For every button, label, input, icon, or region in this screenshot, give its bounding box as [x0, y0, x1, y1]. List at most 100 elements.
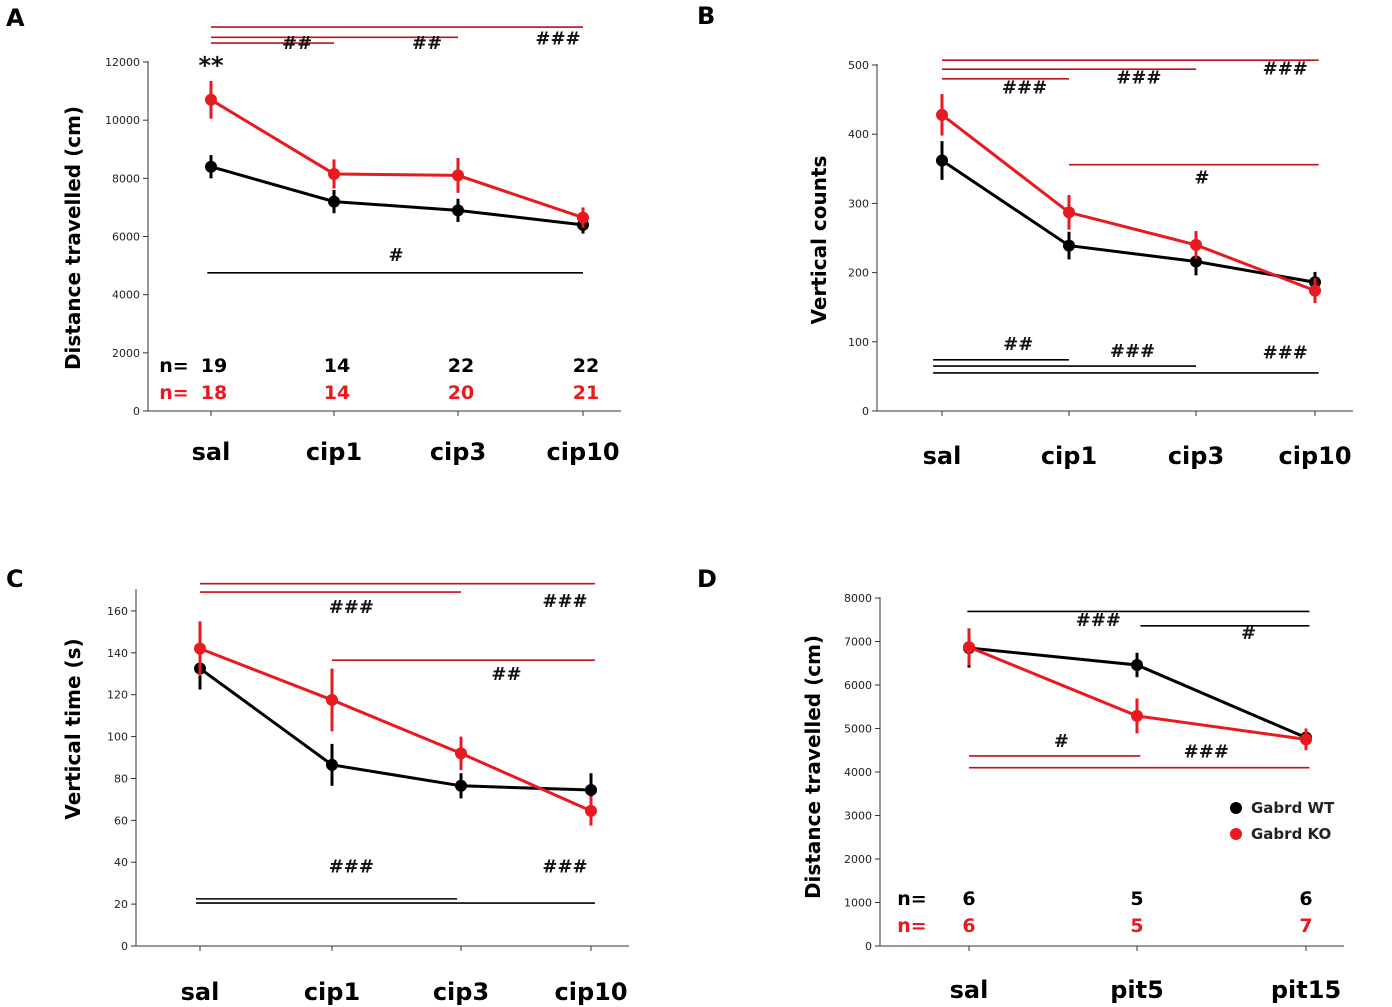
data-point — [326, 693, 338, 706]
data-point — [577, 211, 589, 224]
data-point — [1190, 255, 1202, 268]
data-point — [936, 154, 948, 167]
series-ko — [936, 94, 1321, 304]
significance-label: ## — [282, 33, 312, 54]
series-line — [199, 667, 592, 792]
significance-label: ### — [1184, 742, 1229, 763]
annotation-label: ** — [198, 52, 224, 80]
y-tick-label: 4000 — [112, 289, 140, 302]
significance-label: ### — [1263, 59, 1308, 80]
y-tick: 4000 — [844, 766, 880, 779]
data-point — [936, 108, 948, 121]
n-label-ko: n= — [897, 915, 926, 937]
data-point — [1063, 239, 1075, 252]
y-axis-label: Vertical counts — [807, 156, 831, 325]
x-category-label: sal — [950, 976, 989, 1004]
data-point — [585, 783, 597, 796]
x-category-label: cip1 — [306, 438, 362, 466]
data-point — [1131, 658, 1143, 671]
y-tick-label: 80 — [114, 772, 128, 785]
data-point — [1309, 284, 1321, 297]
y-tick-label: 60 — [114, 814, 128, 827]
x-category-label: cip10 — [1278, 442, 1351, 470]
y-tick-label: 40 — [114, 856, 128, 869]
y-tick: 1000 — [844, 897, 880, 910]
y-tick-label: 0 — [121, 940, 128, 953]
significance-label: ## — [491, 664, 521, 685]
series-line — [210, 98, 584, 220]
y-tick: 0 — [865, 940, 880, 953]
n-value-ko: 18 — [201, 382, 227, 404]
data-point — [326, 758, 338, 771]
y-tick-label: 0 — [865, 940, 872, 953]
n-value-wt: 22 — [573, 355, 599, 377]
sample-sizes: n= n= 19 18 14 14 22 20 22 21 — [159, 355, 599, 404]
series-wt — [205, 155, 589, 234]
y-tick: 160 — [107, 605, 136, 618]
y-tick: 80 — [114, 772, 136, 785]
x-category-label: pit15 — [1271, 976, 1341, 1004]
y-tick: 120 — [107, 689, 136, 702]
y-tick-label: 6000 — [112, 231, 140, 244]
y-tick: 6000 — [844, 679, 880, 692]
y-tick: 20 — [114, 898, 136, 911]
significance-label: # — [1241, 623, 1256, 644]
x-category-label: pit5 — [1110, 976, 1164, 1004]
y-tick: 4000 — [112, 289, 148, 302]
n-value-wt: 22 — [448, 355, 474, 377]
y-tick: 6000 — [112, 231, 148, 244]
y-tick-label: 100 — [107, 731, 128, 744]
x-category-label: sal — [192, 438, 231, 466]
y-tick: 60 — [114, 814, 136, 827]
significance-label: ### — [535, 29, 580, 50]
data-point — [455, 779, 467, 792]
significance-label: ### — [542, 857, 587, 878]
series-ko — [194, 621, 597, 826]
y-tick: 300 — [848, 197, 877, 210]
y-tick-label: 100 — [848, 336, 869, 349]
n-label-wt: n= — [159, 355, 188, 377]
significance-label: # — [1194, 167, 1209, 188]
panel-c: C 0 20 40 60 80 100 120 140 160 sal cip1 cip3 cip10 Ve… — [6, 565, 629, 1006]
n-value-wt: 14 — [324, 355, 350, 377]
significance-label: # — [388, 245, 403, 266]
x-category-label: cip1 — [304, 978, 360, 1006]
axes: 0 20 40 60 80 100 120 140 160 sal cip1 cip3 cip10 — [107, 589, 629, 1006]
y-tick-label: 0 — [133, 405, 140, 418]
y-tick-label: 8000 — [844, 592, 872, 605]
y-tick-label: 160 — [107, 605, 128, 618]
y-tick: 0 — [862, 405, 877, 418]
legend-marker — [1230, 828, 1242, 840]
y-tick: 40 — [114, 856, 136, 869]
data-point — [1131, 709, 1143, 722]
x-category-label: sal — [181, 978, 220, 1006]
x-category-label: cip3 — [433, 978, 489, 1006]
y-tick-label: 20 — [114, 898, 128, 911]
y-tick-label: 200 — [848, 267, 869, 280]
y-tick-label: 5000 — [844, 723, 872, 736]
y-tick: 400 — [848, 128, 877, 141]
data-point — [585, 804, 597, 817]
series-wt — [936, 141, 1321, 293]
y-tick-label: 120 — [107, 689, 128, 702]
x-category-label: cip10 — [546, 438, 619, 466]
n-value-ko: 5 — [1130, 915, 1143, 937]
n-value-wt: 6 — [1299, 888, 1312, 910]
data-point — [1190, 238, 1202, 251]
y-tick-label: 4000 — [844, 766, 872, 779]
x-category-label: cip1 — [1041, 442, 1097, 470]
data-point — [205, 93, 217, 106]
series-line — [941, 159, 1316, 284]
panel-label: C — [6, 565, 24, 593]
x-category-label: sal — [923, 442, 962, 470]
panel-d: D 0 1000 2000 3000 4000 5000 6000 7000 8000 sal pit… — [697, 565, 1344, 1004]
y-tick-label: 1000 — [844, 897, 872, 910]
series-ko — [205, 80, 589, 228]
y-tick-label: 8000 — [112, 172, 140, 185]
n-label-wt: n= — [897, 888, 926, 910]
y-tick-label: 500 — [848, 59, 869, 72]
data-point — [1300, 733, 1312, 746]
n-label-ko: n= — [159, 382, 188, 404]
axes: 0 1000 2000 3000 4000 5000 6000 7000 8000 sal pit5… — [844, 592, 1344, 1004]
